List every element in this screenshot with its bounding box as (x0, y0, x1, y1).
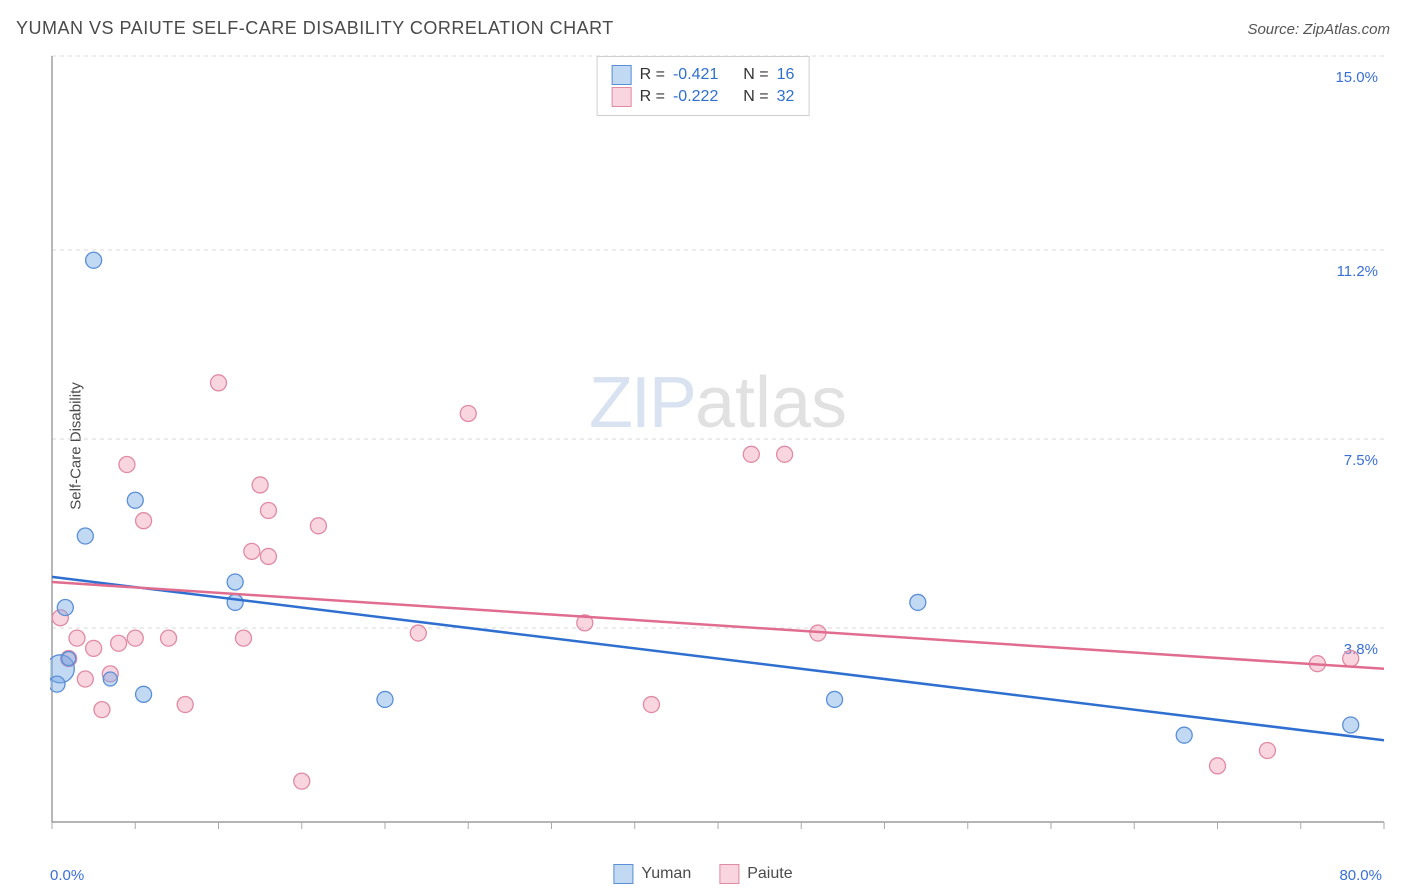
svg-text:11.2%: 11.2% (1337, 263, 1378, 280)
n-label: N = (743, 66, 768, 84)
r-value-yuman: -0.421 (673, 66, 718, 84)
r-label: R = (640, 66, 665, 84)
swatch-paiute (612, 87, 632, 107)
legend-label-paiute: Paiute (747, 865, 792, 883)
scatter-chart: 3.8%7.5%11.2%15.0% (50, 50, 1386, 852)
swatch-yuman (612, 65, 632, 85)
stats-row-yuman: R = -0.421 N = 16 (612, 65, 795, 85)
chart-source: Source: ZipAtlas.com (1247, 21, 1390, 38)
r-label: R = (640, 88, 665, 106)
n-label: N = (743, 88, 768, 106)
n-value-paiute: 32 (777, 88, 795, 106)
stats-legend: R = -0.421 N = 16 R = -0.222 N = 32 (597, 56, 810, 116)
r-value-paiute: -0.222 (673, 88, 718, 106)
legend-label-yuman: Yuman (641, 865, 691, 883)
swatch-paiute (719, 864, 739, 884)
plot-area: 3.8%7.5%11.2%15.0% ZIPatlas (50, 50, 1386, 852)
legend-item-yuman: Yuman (613, 864, 691, 884)
n-value-yuman: 16 (777, 66, 795, 84)
stats-row-paiute: R = -0.222 N = 32 (612, 87, 795, 107)
x-axis-min-label: 0.0% (50, 867, 84, 884)
legend-item-paiute: Paiute (719, 864, 792, 884)
swatch-yuman (613, 864, 633, 884)
x-axis-max-label: 80.0% (1339, 867, 1382, 884)
svg-text:7.5%: 7.5% (1344, 452, 1378, 469)
series-legend: Yuman Paiute (613, 864, 792, 884)
svg-text:15.0%: 15.0% (1335, 69, 1378, 86)
chart-title: YUMAN VS PAIUTE SELF-CARE DISABILITY COR… (16, 18, 614, 39)
chart-header: YUMAN VS PAIUTE SELF-CARE DISABILITY COR… (16, 18, 1390, 39)
